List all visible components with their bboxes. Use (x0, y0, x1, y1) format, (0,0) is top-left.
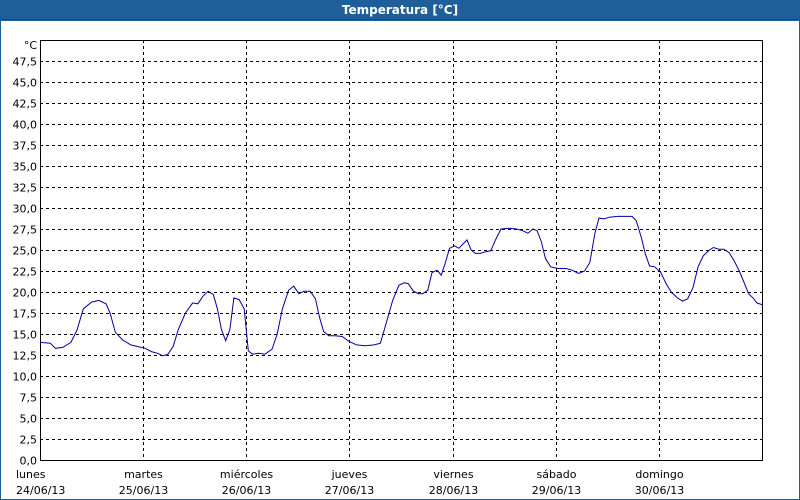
y-tick-label: 15,0 (13, 329, 38, 342)
y-tick-label: 25,0 (13, 245, 38, 258)
y-tick-label: 12,5 (13, 350, 38, 363)
temperature-series-line (39, 215, 763, 357)
y-tick-label: 45,0 (13, 77, 38, 90)
x-tick-date-label: 30/06/13 (635, 484, 684, 497)
y-tick-label: 17,5 (13, 308, 38, 321)
x-tick-date-label: 27/06/13 (325, 484, 374, 497)
x-tick-day-label: sábado (537, 468, 577, 481)
x-tick-day-label: lunes (16, 468, 46, 481)
y-tick-label: 37,5 (13, 140, 38, 153)
x-tick-day-label: miércoles (220, 468, 273, 481)
y-tick-label: 40,0 (13, 119, 38, 132)
y-tick-label: 5,0 (20, 413, 38, 426)
x-tick-day-label: jueves (331, 468, 368, 481)
x-tick-day-label: domingo (635, 468, 683, 481)
plot-area-border (40, 40, 763, 461)
y-tick-label: 35,0 (13, 161, 38, 174)
x-tick-day-label: viernes (433, 468, 473, 481)
y-tick-label: 32,5 (13, 182, 38, 195)
y-tick-label: 10,0 (13, 371, 38, 384)
y-tick-label: 42,5 (13, 98, 38, 111)
x-tick-date-label: 24/06/13 (16, 484, 65, 497)
x-tick-date-label: 26/06/13 (222, 484, 271, 497)
y-tick-label: 7,5 (20, 392, 38, 405)
y-tick-label: 30,0 (13, 203, 38, 216)
x-tick-date-label: 25/06/13 (119, 484, 168, 497)
y-tick-label: 27,5 (13, 224, 38, 237)
y-tick-label: 20,0 (13, 287, 38, 300)
y-tick-label: 0,0 (20, 455, 38, 468)
x-tick-day-label: martes (124, 468, 163, 481)
y-axis-unit-label: °C (24, 39, 38, 52)
y-tick-label: 22,5 (13, 266, 38, 279)
chart-title: Temperatura [°C] (341, 3, 459, 17)
y-tick-label: 2,5 (20, 434, 38, 447)
chart-title-bar: Temperatura [°C] (0, 0, 800, 20)
x-tick-date-label: 29/06/13 (532, 484, 581, 497)
x-tick-date-label: 28/06/13 (429, 484, 478, 497)
y-tick-label: 47,5 (13, 56, 38, 69)
